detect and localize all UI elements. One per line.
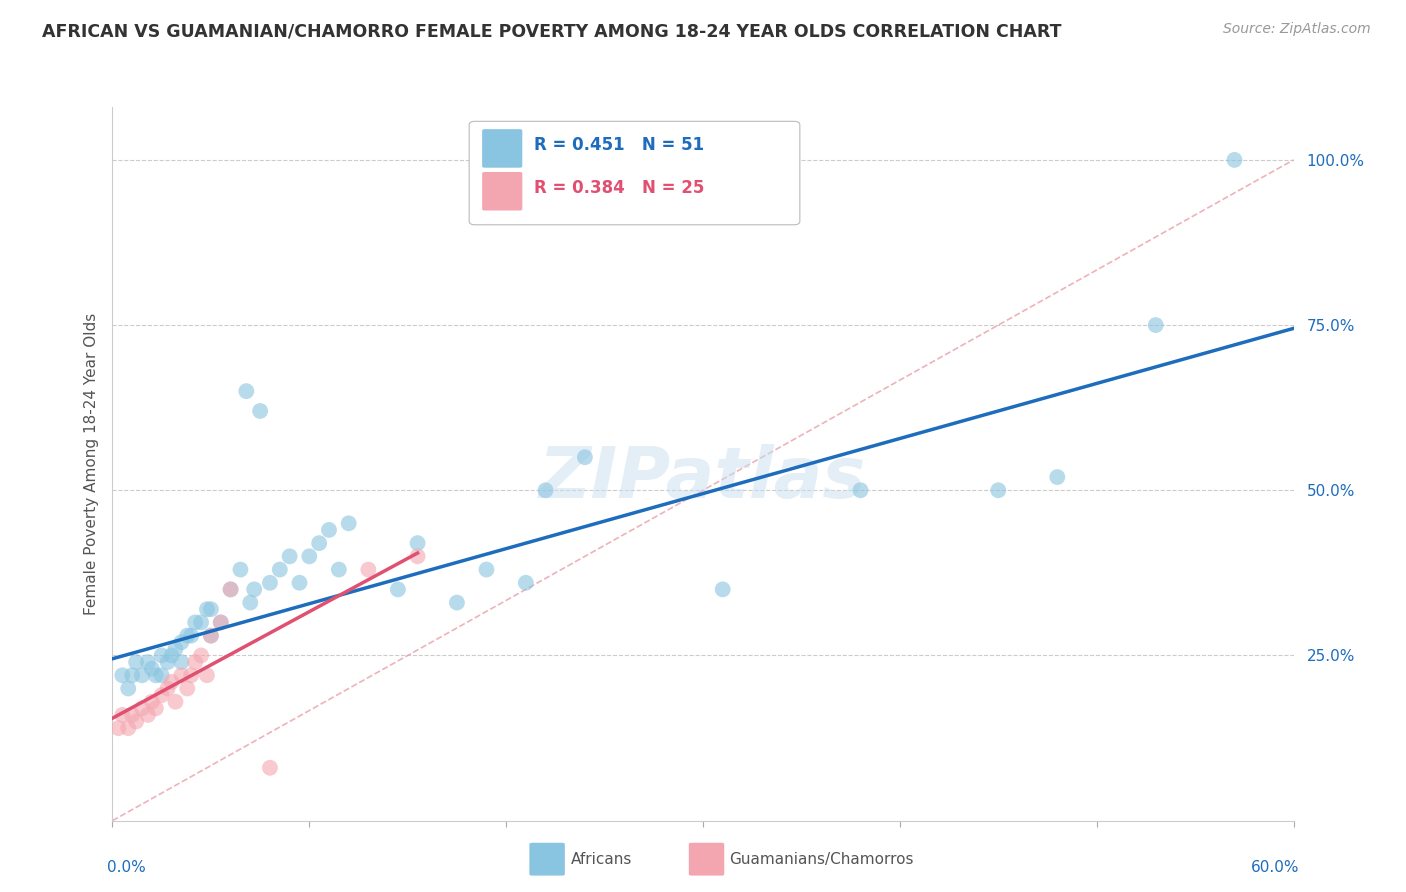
Point [195,602,218,616]
Point [849,483,872,498]
Text: ZIPatlas: ZIPatlas [540,443,866,513]
Point [141,695,163,709]
Point [446,596,468,610]
Text: R = 0.384   N = 25: R = 0.384 N = 25 [534,178,704,196]
Point [170,668,193,682]
Point [475,563,498,577]
Point [574,450,596,465]
Point [190,648,212,663]
Point [318,523,340,537]
FancyBboxPatch shape [482,172,522,211]
Point [1223,153,1246,167]
Point [111,668,134,682]
Point [337,516,360,531]
Point [176,681,198,696]
Point [117,721,139,735]
Text: R = 0.451   N = 51: R = 0.451 N = 51 [534,136,704,153]
Point [180,668,202,682]
Point [219,582,242,597]
Point [328,563,350,577]
Point [259,575,281,590]
Point [243,582,266,597]
FancyBboxPatch shape [482,129,522,168]
Text: Guamanians/Chamorros: Guamanians/Chamorros [728,852,914,867]
Point [195,668,218,682]
Point [160,648,183,663]
Point [209,615,232,630]
Point [298,549,321,564]
Point [141,662,163,676]
Point [357,563,380,577]
FancyBboxPatch shape [470,121,800,225]
Point [184,655,207,669]
Point [534,483,557,498]
Point [219,582,242,597]
Point [406,549,429,564]
Point [165,695,187,709]
Text: Source: ZipAtlas.com: Source: ZipAtlas.com [1223,22,1371,37]
Point [190,615,212,630]
Point [136,655,159,669]
Point [150,648,173,663]
Point [180,629,202,643]
Point [156,681,179,696]
Text: Africans: Africans [571,852,633,867]
FancyBboxPatch shape [689,843,724,876]
Point [278,549,301,564]
Point [229,563,252,577]
Point [156,655,179,669]
Text: AFRICAN VS GUAMANIAN/CHAMORRO FEMALE POVERTY AMONG 18-24 YEAR OLDS CORRELATION C: AFRICAN VS GUAMANIAN/CHAMORRO FEMALE POV… [42,22,1062,40]
Point [107,721,129,735]
Point [987,483,1010,498]
Point [160,674,183,689]
Point [165,641,187,656]
Point [269,563,291,577]
Point [200,629,222,643]
Point [117,681,139,696]
Point [145,668,167,682]
FancyBboxPatch shape [530,843,565,876]
Point [184,615,207,630]
Point [1046,470,1069,484]
Point [387,582,409,597]
Point [145,701,167,715]
Text: 0.0%: 0.0% [107,860,145,875]
Point [170,655,193,669]
Point [121,668,143,682]
Point [131,668,153,682]
Point [1144,318,1167,332]
Point [711,582,734,597]
Point [209,615,232,630]
Point [239,596,262,610]
Point [136,707,159,722]
Point [170,635,193,649]
Point [308,536,330,550]
Point [515,575,537,590]
Text: 60.0%: 60.0% [1251,860,1299,875]
Point [259,761,281,775]
Point [235,384,257,399]
Point [111,707,134,722]
Point [121,707,143,722]
Point [200,629,222,643]
Point [249,404,271,418]
Y-axis label: Female Poverty Among 18-24 Year Olds: Female Poverty Among 18-24 Year Olds [83,313,98,615]
Point [200,602,222,616]
Point [125,655,148,669]
Point [288,575,311,590]
Point [131,701,153,715]
Point [406,536,429,550]
Point [176,629,198,643]
Point [125,714,148,729]
Point [150,688,173,702]
Point [150,668,173,682]
